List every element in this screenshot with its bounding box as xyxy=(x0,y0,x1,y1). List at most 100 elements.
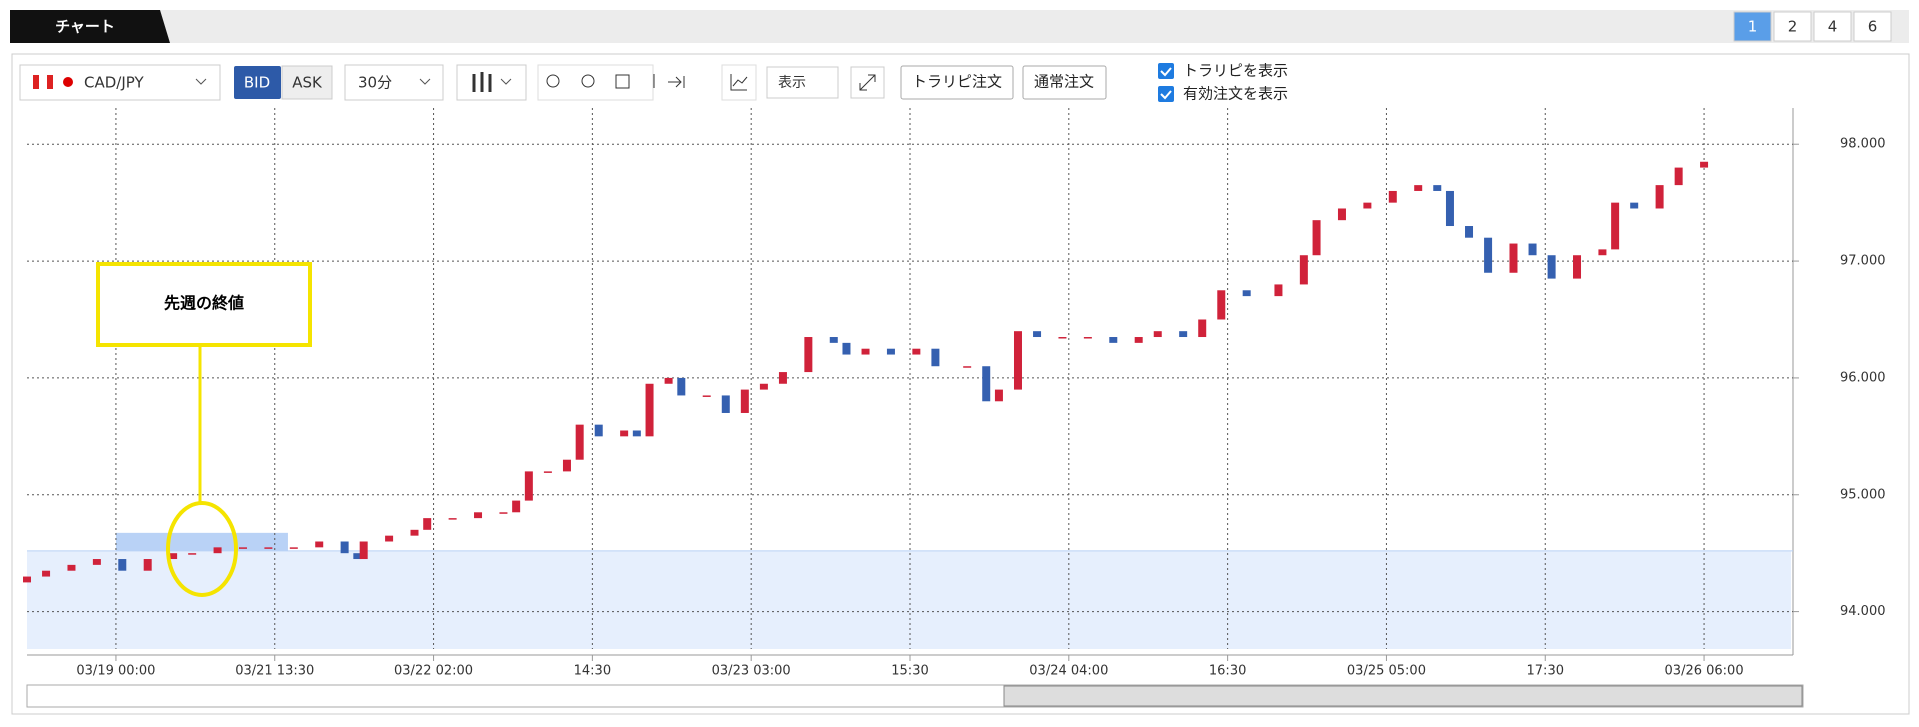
display-button[interactable] xyxy=(766,66,839,99)
candle xyxy=(1242,290,1251,297)
candle xyxy=(702,395,711,397)
x-tick-label: 03/21 13:30 xyxy=(235,664,314,679)
candle xyxy=(499,512,508,514)
candle xyxy=(677,377,686,396)
candle xyxy=(861,348,870,355)
last-close-tab xyxy=(115,532,288,551)
trarepi-order-label: トラリピ注文 xyxy=(912,73,1002,91)
bid-button[interactable] xyxy=(234,66,281,99)
candle xyxy=(994,389,1003,402)
candle xyxy=(315,541,324,548)
dot xyxy=(63,77,73,87)
checkbox[interactable] xyxy=(1158,86,1174,102)
candle xyxy=(340,541,349,554)
page-button[interactable] xyxy=(1733,11,1772,42)
y-tick-label: 94.000 xyxy=(1840,604,1886,619)
indicator[interactable] xyxy=(721,64,757,101)
x-tick-label: 03/22 02:00 xyxy=(394,664,473,679)
candle xyxy=(92,559,101,565)
candle xyxy=(512,500,521,513)
x-tick-label: 03/26 06:00 xyxy=(1665,664,1744,679)
candle xyxy=(1337,208,1346,221)
candle xyxy=(778,372,787,384)
candle xyxy=(620,430,629,437)
candle xyxy=(213,547,222,554)
candle xyxy=(1611,202,1620,250)
normal-order-label: 通常注文 xyxy=(1034,73,1094,91)
page-button[interactable] xyxy=(1813,11,1852,42)
candle xyxy=(804,337,813,373)
candle xyxy=(645,383,654,437)
candle xyxy=(524,471,533,501)
candle xyxy=(594,424,603,437)
x-tick-label: 17:30 xyxy=(1527,664,1564,679)
candle xyxy=(42,570,51,577)
candle xyxy=(118,559,127,571)
candle-icon xyxy=(472,72,492,92)
candle xyxy=(1134,337,1143,343)
candle xyxy=(842,342,851,355)
page-button[interactable] xyxy=(1853,11,1892,42)
candle xyxy=(1445,190,1454,227)
candle xyxy=(474,512,483,519)
x-tick-label: 14:30 xyxy=(574,664,611,679)
zoom-tools[interactable] xyxy=(537,64,654,101)
caret xyxy=(500,78,512,85)
indicator-icon xyxy=(730,74,748,91)
candle xyxy=(1013,331,1022,390)
candle xyxy=(1509,243,1518,273)
x-tick-label: 15:30 xyxy=(891,664,928,679)
candle xyxy=(759,383,768,390)
zoom-in[interactable] xyxy=(546,74,560,88)
scroll-thumb[interactable] xyxy=(1003,685,1803,707)
bid: BID xyxy=(244,74,270,92)
zoom-out[interactable] xyxy=(581,74,595,88)
candle xyxy=(1674,167,1683,186)
candle xyxy=(1274,284,1283,297)
tab[interactable] xyxy=(10,10,170,43)
candle xyxy=(1153,331,1162,338)
page-label: 2 xyxy=(1788,18,1798,36)
last-close-band xyxy=(27,550,1791,649)
tab-bar xyxy=(10,10,1909,43)
candle xyxy=(1700,161,1709,168)
candle xyxy=(1598,249,1607,256)
candle xyxy=(740,389,749,413)
candle xyxy=(353,553,362,560)
candle xyxy=(67,564,76,571)
candle xyxy=(23,576,31,583)
candle xyxy=(188,553,197,555)
candle xyxy=(1083,337,1092,339)
candle xyxy=(1217,290,1226,320)
candle xyxy=(1312,220,1321,256)
candle xyxy=(829,337,838,343)
candle xyxy=(886,348,895,355)
expand-icon xyxy=(859,74,876,91)
page-button[interactable] xyxy=(1773,11,1812,42)
x-tick-label: 03/23 03:00 xyxy=(712,664,791,679)
y-tick-label: 98.000 xyxy=(1840,137,1886,152)
x-tick-label: 03/19 00:00 xyxy=(76,664,155,679)
candle xyxy=(1484,237,1493,273)
page-label: 4 xyxy=(1828,18,1838,36)
page-label: 1 xyxy=(1748,18,1758,36)
candle xyxy=(1433,185,1442,191)
fit[interactable] xyxy=(615,74,630,89)
candle xyxy=(721,395,730,413)
candle xyxy=(1109,337,1118,343)
pair-select[interactable] xyxy=(19,64,221,101)
candle xyxy=(410,529,419,536)
trarepi-order[interactable] xyxy=(900,65,1014,100)
candle xyxy=(1573,255,1582,279)
normal-order[interactable] xyxy=(1022,65,1107,100)
ask-button[interactable] xyxy=(281,65,333,100)
checkbox[interactable] xyxy=(1158,63,1174,79)
display: 表示 xyxy=(778,75,806,91)
candle xyxy=(1363,202,1372,209)
candle xyxy=(1547,255,1556,279)
flag xyxy=(39,75,47,89)
candle xyxy=(982,366,991,402)
candle xyxy=(448,518,457,520)
scroll-end[interactable] xyxy=(653,74,685,88)
